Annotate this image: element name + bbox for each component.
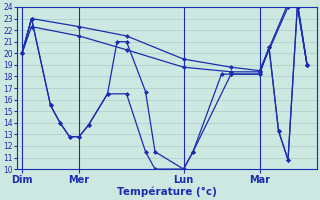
X-axis label: Température (°c): Température (°c)	[117, 186, 217, 197]
